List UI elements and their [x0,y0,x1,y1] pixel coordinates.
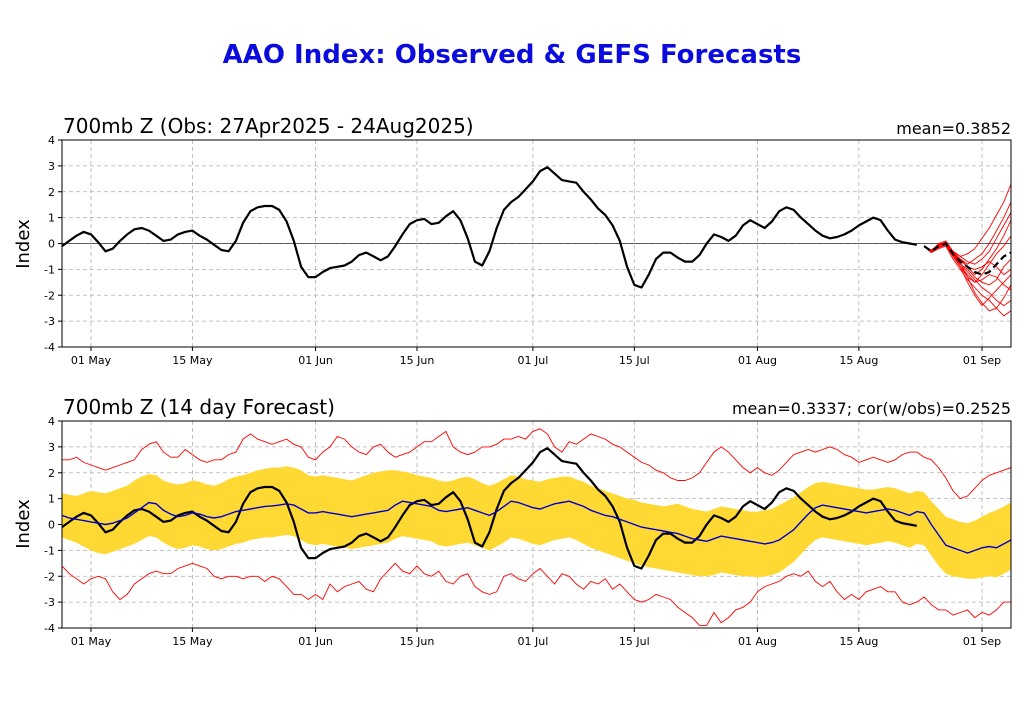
x-tick-label: 01 May [71,635,112,648]
forecast-panel: 700mb Z (14 day Forecast) mean=0.3337; c… [13,395,1012,648]
ensemble-member-line [923,245,1011,317]
upper-envelope-line [62,428,1011,500]
x-tick-label: 01 Sep [963,354,1001,367]
ensemble-member-line [923,235,1011,283]
y-tick-label: -2 [44,570,55,583]
forecast-mean-line [62,500,1011,554]
x-tick-label: 15 May [172,635,213,648]
spread-band [62,466,1011,579]
x-tick-label: 01 May [71,354,112,367]
ensemble-mean-dashed-line [923,242,1011,276]
x-tick-label: 15 Jul [619,635,650,648]
y-tick-label: -2 [44,289,55,302]
x-tick-label: 15 Jun [400,635,435,648]
y-tick-label: -1 [44,544,55,557]
observed-line [62,166,917,289]
x-tick-label: 01 Jul [517,354,548,367]
forecast-panel-axes: -4 -3 -2 -1 0 1 2 3 4 01 May 15 May 01 Jun 15 Jun 01 … [44,415,1012,648]
forecast-panel-ylabel: Index [13,499,34,549]
y-tick-label: -1 [44,263,55,276]
observed-panel-title: 700mb Z (Obs: 27Apr2025 - 24Aug2025) [63,114,474,138]
y-tick-label: 4 [48,415,55,428]
y-tick-label: 1 [48,493,55,506]
y-tick-label: 3 [48,441,55,454]
x-tick-label: 15 Aug [839,635,878,648]
x-tick-label: 01 Sep [963,635,1001,648]
observed-panel-mean: mean=0.3852 [896,119,1011,138]
observed-panel-axes: -4 -3 -2 -1 0 1 2 3 4 01 May 15 May 01 Jun 15 Jun 01 … [44,134,1012,367]
x-tick-label: 01 Aug [738,635,777,648]
observed-panel-data [62,166,1011,317]
observed-line [62,447,917,570]
y-tick-label: 1 [48,212,55,225]
observed-panel-ylabel: Index [13,219,34,269]
y-tick-label: 3 [48,160,55,173]
forecast-panel-data [62,428,1011,626]
lower-envelope-line [62,562,1011,626]
x-tick-label: 01 Jul [517,635,548,648]
observed-panel: 700mb Z (Obs: 27Apr2025 - 24Aug2025) mea… [13,114,1012,367]
forecast-panel-title: 700mb Z (14 day Forecast) [63,395,335,419]
y-tick-label: -3 [44,596,55,609]
x-tick-label: 15 Aug [839,354,878,367]
y-tick-label: 0 [48,238,55,251]
x-tick-label: 15 Jun [400,354,435,367]
y-tick-label: -4 [44,622,55,635]
x-tick-label: 15 Jul [619,354,650,367]
y-tick-label: -3 [44,315,55,328]
x-tick-label: 15 May [172,354,213,367]
y-tick-label: 2 [48,467,55,480]
figure-title: AAO Index: Observed & GEFS Forecasts [223,40,802,70]
observed-panel-grid [62,139,1011,348]
x-tick-label: 01 Jun [298,635,333,648]
x-tick-label: 01 Jun [298,354,333,367]
ensemble-member-line [923,201,1011,265]
y-tick-label: 0 [48,519,55,532]
x-tick-label: 01 Aug [738,354,777,367]
ensemble-member-line [923,212,1011,265]
forecast-panel-stats: mean=0.3337; cor(w/obs)=0.2525 [732,399,1011,418]
y-tick-label: 4 [48,134,55,147]
y-tick-label: -4 [44,341,55,354]
y-tick-label: 2 [48,186,55,199]
